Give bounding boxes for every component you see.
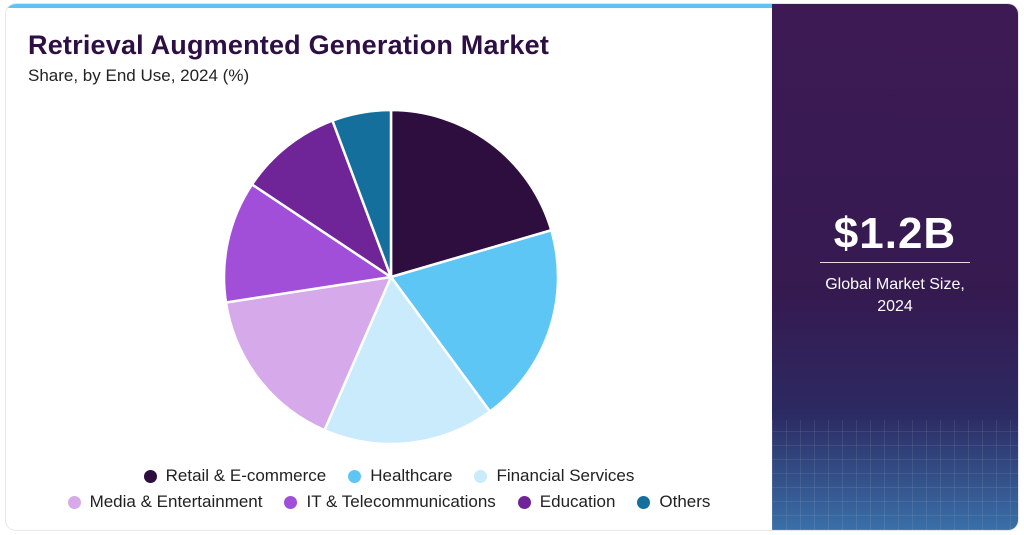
divider bbox=[820, 262, 970, 263]
pie-slice-retail-e-commerce bbox=[389, 108, 553, 279]
legend-row-2: Media & Entertainment IT & Telecommunica… bbox=[6, 492, 772, 512]
pie-slice-healthcare bbox=[389, 228, 560, 413]
legend-swatch bbox=[143, 469, 157, 483]
legend-item-media: Media & Entertainment bbox=[67, 492, 263, 512]
chart-subtitle: Share, by End Use, 2024 (%) bbox=[28, 66, 250, 85]
legend-row-1: Retail & E-commerce Healthcare Financial… bbox=[6, 466, 772, 486]
pie-slice-education bbox=[250, 119, 393, 279]
pie-chart bbox=[222, 108, 560, 446]
legend-item-others: Others bbox=[637, 492, 710, 512]
legend-label: IT & Telecommunications bbox=[306, 492, 496, 511]
caption-line-1: Global Market Size, bbox=[825, 276, 965, 293]
pie-slice-it-telecommunications bbox=[222, 183, 393, 304]
pie-slice-media-entertainment bbox=[224, 275, 393, 432]
legend-swatch bbox=[67, 495, 81, 509]
legend-item-healthcare: Healthcare bbox=[348, 466, 452, 486]
market-size-caption: Global Market Size, 2024 bbox=[772, 274, 1018, 318]
legend-label: Healthcare bbox=[370, 466, 453, 485]
legend-swatch bbox=[284, 495, 298, 509]
accent-bar bbox=[6, 4, 772, 8]
legend-swatch bbox=[474, 469, 488, 483]
pie-slice-financial-services bbox=[323, 275, 492, 446]
chart-panel: Retrieval Augmented Generation Market Sh… bbox=[6, 4, 772, 530]
legend-swatch bbox=[517, 495, 531, 509]
market-size-value: $1.2B bbox=[833, 209, 957, 258]
grid-decoration bbox=[772, 420, 1018, 530]
legend-label: Media & Entertainment bbox=[89, 492, 263, 511]
pie-slice-others bbox=[331, 108, 393, 279]
legend-item-it: IT & Telecommunications bbox=[284, 492, 496, 512]
legend-label: Education bbox=[539, 492, 616, 511]
legend-label: Financial Services bbox=[496, 466, 635, 485]
legend-label: Retail & E-commerce bbox=[165, 466, 327, 485]
caption-line-2: 2024 bbox=[877, 298, 913, 315]
legend-swatch bbox=[348, 469, 362, 483]
report-card: Retrieval Augmented Generation Market Sh… bbox=[6, 4, 1018, 530]
legend-swatch bbox=[637, 495, 651, 509]
legend-item-financial: Financial Services bbox=[474, 466, 634, 486]
legend-item-retail: Retail & E-commerce bbox=[143, 466, 327, 486]
legend-item-education: Education bbox=[517, 492, 616, 512]
legend-label: Others bbox=[659, 492, 711, 511]
market-size-panel: $1.2B Global Market Size, 2024 bbox=[772, 4, 1018, 530]
chart-title: Retrieval Augmented Generation Market bbox=[28, 30, 550, 60]
